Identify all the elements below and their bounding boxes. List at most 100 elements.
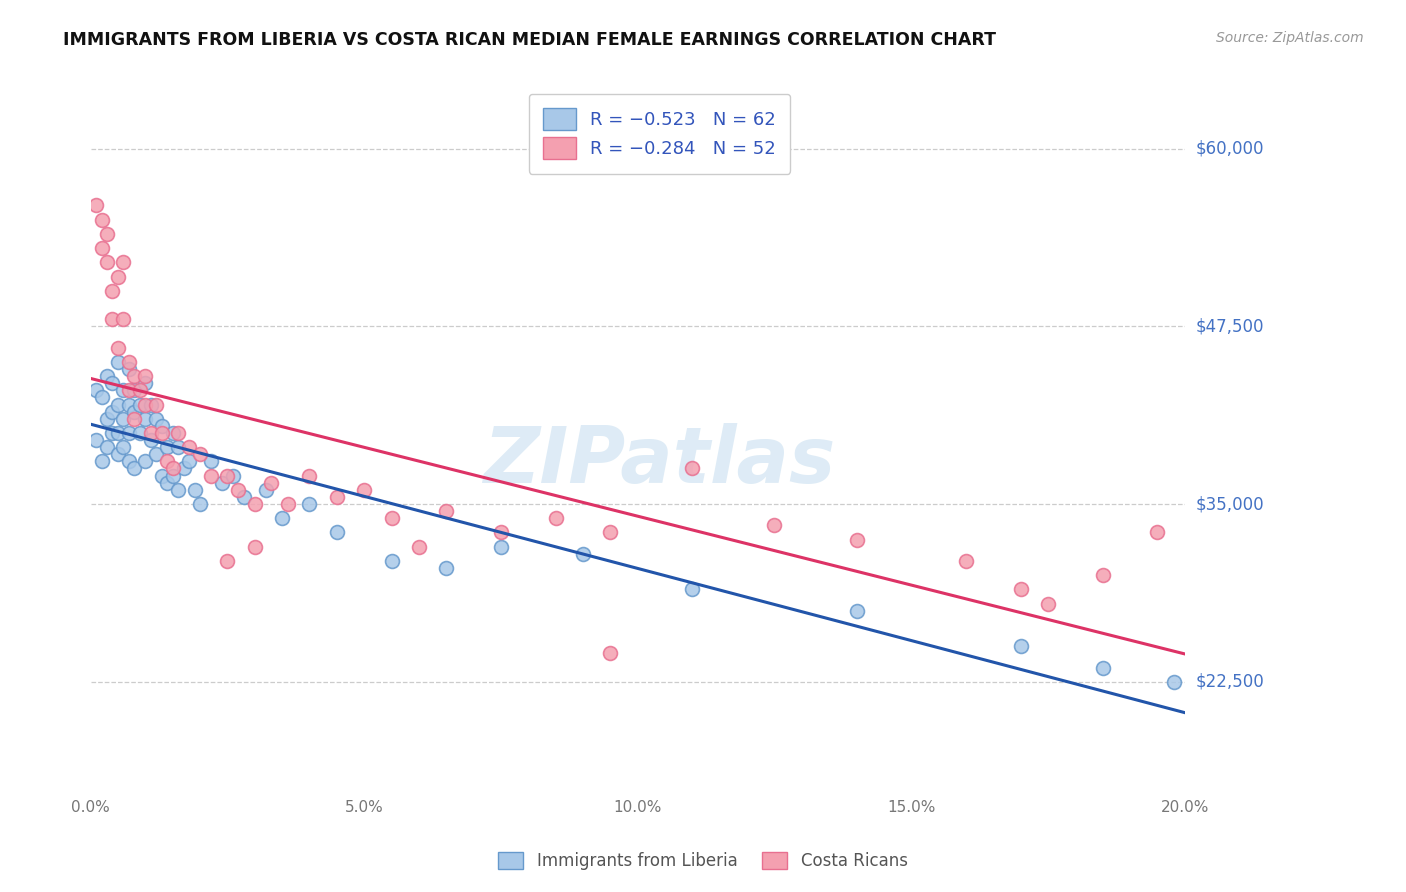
Point (326, 525, 349, 540)
Point (572, 547, 595, 561)
Point (243, 540, 266, 554)
Point (162, 425, 184, 440)
Point (955, 554, 977, 568)
Point (188, 497, 211, 511)
Point (353, 483, 375, 497)
Point (139, 397, 162, 411)
Point (134, 454, 156, 468)
Point (134, 411, 156, 425)
Point (118, 454, 141, 468)
Point (90, 241, 112, 255)
Legend: Immigrants from Liberia, Costa Ricans: Immigrants from Liberia, Costa Ricans (492, 845, 914, 877)
Text: $22,500: $22,500 (1195, 673, 1264, 690)
Point (101, 284, 124, 298)
Point (156, 454, 179, 468)
Point (101, 425, 124, 440)
Point (217, 468, 239, 483)
Point (124, 369, 146, 384)
Point (177, 440, 200, 454)
Point (139, 433, 162, 447)
Point (101, 376, 124, 391)
Point (200, 454, 222, 468)
Point (150, 418, 173, 433)
Point (96, 227, 118, 241)
Point (145, 447, 167, 461)
Point (489, 525, 512, 540)
Point (763, 518, 786, 533)
Point (118, 384, 141, 398)
Point (298, 497, 321, 511)
Point (1091, 568, 1114, 582)
Point (124, 404, 146, 418)
Point (845, 533, 868, 547)
Point (243, 497, 266, 511)
Point (96, 255, 118, 269)
Point (90, 454, 112, 468)
Point (101, 312, 124, 326)
Point (167, 425, 190, 440)
Point (228, 483, 250, 497)
Point (162, 461, 184, 475)
Point (1010, 639, 1032, 653)
Point (134, 397, 156, 411)
Point (128, 397, 150, 411)
Point (408, 540, 430, 554)
Point (84, 198, 107, 212)
Legend: R = −0.523   N = 62, R = −0.284   N = 52: R = −0.523 N = 62, R = −0.284 N = 52 (529, 94, 790, 174)
Point (118, 425, 141, 440)
Point (681, 461, 703, 475)
Point (139, 425, 162, 440)
Point (107, 447, 129, 461)
Point (134, 376, 156, 391)
Text: IMMIGRANTS FROM LIBERIA VS COSTA RICAN MEDIAN FEMALE EARNINGS CORRELATION CHART: IMMIGRANTS FROM LIBERIA VS COSTA RICAN M… (63, 31, 997, 49)
Point (599, 525, 621, 540)
Point (188, 447, 211, 461)
Point (1091, 660, 1114, 674)
Point (96, 369, 118, 384)
Point (681, 582, 703, 597)
Point (145, 397, 167, 411)
Point (599, 646, 621, 660)
Point (112, 312, 135, 326)
Point (277, 497, 299, 511)
Point (434, 561, 457, 575)
Point (96, 411, 118, 425)
Point (96, 440, 118, 454)
Point (1036, 597, 1059, 611)
Point (380, 554, 402, 568)
Point (254, 483, 277, 497)
Point (162, 468, 184, 483)
Point (200, 468, 222, 483)
Text: Source: ZipAtlas.com: Source: ZipAtlas.com (1216, 31, 1364, 45)
Point (217, 554, 239, 568)
Point (128, 425, 150, 440)
Point (167, 483, 190, 497)
Point (118, 397, 141, 411)
Point (128, 384, 150, 398)
Point (118, 362, 141, 376)
Point (260, 475, 283, 490)
Point (150, 425, 173, 440)
Point (271, 511, 294, 525)
Point (156, 475, 179, 490)
Point (118, 355, 141, 369)
Point (107, 397, 129, 411)
Point (101, 404, 124, 418)
Point (90, 212, 112, 227)
Point (134, 369, 156, 384)
Text: ZIPatlas: ZIPatlas (484, 424, 835, 500)
Point (1010, 582, 1032, 597)
Text: $60,000: $60,000 (1195, 139, 1264, 158)
Point (107, 425, 129, 440)
Point (434, 504, 457, 518)
Point (124, 411, 146, 425)
Point (167, 440, 190, 454)
Point (112, 440, 135, 454)
Point (124, 384, 146, 398)
Point (112, 411, 135, 425)
Point (90, 391, 112, 405)
Point (1163, 674, 1185, 689)
Point (177, 454, 200, 468)
Point (326, 490, 349, 504)
Point (298, 468, 321, 483)
